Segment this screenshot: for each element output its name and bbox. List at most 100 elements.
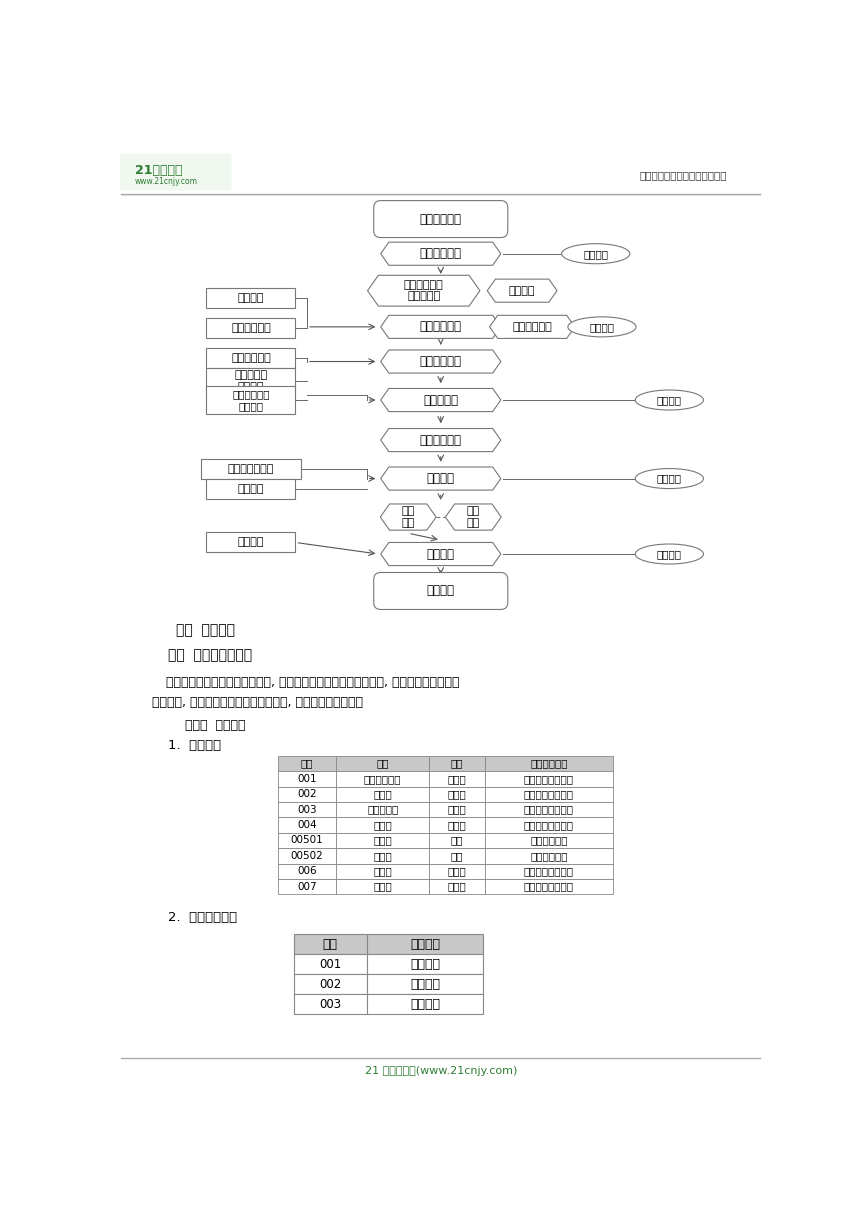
Text: 费用
分配: 费用 分配 (402, 506, 415, 528)
Text: 社保数据: 社保数据 (237, 484, 264, 494)
Text: 工资数据导入: 工资数据导入 (420, 320, 462, 333)
Text: 考核结果: 考核结果 (237, 293, 264, 303)
Text: 00501: 00501 (291, 835, 323, 845)
Text: 非车间: 非车间 (448, 820, 466, 831)
Polygon shape (367, 275, 480, 306)
Text: 日常工资业务: 日常工资业务 (420, 213, 462, 226)
Polygon shape (381, 542, 501, 565)
Text: 基金计算: 基金计算 (509, 286, 536, 295)
Text: 非车间: 非车间 (448, 882, 466, 891)
Text: 2.  职员类别设置: 2. 职员类别设置 (168, 911, 237, 924)
Polygon shape (381, 315, 501, 338)
Text: 编码: 编码 (322, 938, 338, 951)
Text: 计算工资数据: 计算工资数据 (420, 355, 462, 368)
Bar (336, 787, 429, 803)
Text: 产品工人: 产品工人 (410, 978, 440, 991)
Bar (367, 995, 483, 1014)
Text: 中小学教育资源及组卷应用平台: 中小学教育资源及组卷应用平台 (640, 170, 728, 180)
Polygon shape (489, 315, 574, 338)
Text: 工资类别选择: 工资类别选择 (420, 247, 462, 260)
Bar (367, 974, 483, 995)
Text: 期未结账: 期未结账 (427, 547, 455, 561)
Bar (485, 817, 613, 833)
Text: 二车间: 二车间 (373, 851, 392, 861)
Bar (336, 771, 429, 787)
Polygon shape (381, 428, 501, 451)
Text: 非车间: 非车间 (448, 866, 466, 877)
Bar (293, 974, 367, 995)
Bar (293, 934, 367, 955)
Text: 成本核算类型: 成本核算类型 (530, 759, 568, 769)
Text: 销售人员: 销售人员 (410, 998, 440, 1010)
Bar (485, 771, 613, 787)
Text: 基金计算结果: 基金计算结果 (231, 354, 271, 364)
Text: 工资数据审核: 工资数据审核 (420, 434, 462, 446)
Text: 一车间: 一车间 (373, 835, 392, 845)
Text: 001: 001 (319, 958, 341, 970)
FancyBboxPatch shape (374, 573, 507, 609)
Bar (206, 533, 296, 552)
Bar (367, 934, 483, 955)
Text: 处理部门、人
员变动信息: 处理部门、人 员变动信息 (404, 280, 444, 302)
Bar (485, 863, 613, 879)
Text: 总经理办公室: 总经理办公室 (364, 773, 402, 784)
Bar (336, 863, 429, 879)
Bar (206, 387, 296, 413)
Text: 管理人员: 管理人员 (410, 958, 440, 970)
Bar (278, 803, 336, 817)
Bar (200, 460, 301, 479)
Bar (485, 787, 613, 803)
Text: 004: 004 (298, 820, 316, 831)
Text: 财务部门: 财务部门 (657, 395, 682, 405)
Text: 002: 002 (298, 789, 316, 799)
Ellipse shape (636, 390, 703, 410)
Bar (429, 879, 485, 894)
Text: 车间: 车间 (451, 851, 464, 861)
Text: 基本生产部门: 基本生产部门 (530, 835, 568, 845)
Text: 非车间: 非车间 (448, 773, 466, 784)
Polygon shape (381, 467, 501, 490)
FancyBboxPatch shape (120, 153, 231, 191)
Bar (278, 771, 336, 787)
Bar (429, 803, 485, 817)
Text: （一）  实验数据: （一） 实验数据 (185, 719, 245, 732)
Text: 期间费用核算部门: 期间费用核算部门 (524, 805, 574, 815)
Ellipse shape (636, 468, 703, 489)
Bar (485, 879, 613, 894)
Text: 仓储部: 仓储部 (373, 882, 392, 891)
Bar (206, 288, 296, 308)
Ellipse shape (568, 317, 636, 337)
Text: 21 世纪教育网(www.21cnjy.com): 21 世纪教育网(www.21cnjy.com) (365, 1066, 517, 1076)
Text: 通过类别向导新建工资类别, 类别名称可定义为全部人员工资, 输入相关的参数时要: 通过类别向导新建工资类别, 类别名称可定义为全部人员工资, 输入相关的参数时要 (166, 676, 459, 688)
Text: 期间费用核算部门: 期间费用核算部门 (524, 820, 574, 831)
Polygon shape (445, 503, 501, 530)
Text: 财务部门: 财务部门 (657, 548, 682, 559)
Text: 一、  工资类别的设置: 一、 工资类别的设置 (168, 648, 252, 662)
Text: 编码: 编码 (301, 759, 313, 769)
Text: 注意选择, 如果不是做多类别的工资汇总, 请不要选择多类别。: 注意选择, 如果不是做多类别的工资汇总, 请不要选择多类别。 (152, 696, 364, 709)
Bar (293, 955, 367, 974)
Text: 所得税计算: 所得税计算 (423, 394, 458, 406)
Text: 人力资源部: 人力资源部 (367, 805, 398, 815)
Text: 007: 007 (298, 882, 316, 891)
Bar (206, 319, 296, 338)
Text: 期间费用核算部门: 期间费用核算部门 (524, 882, 574, 891)
Bar (278, 879, 336, 894)
Text: 车间: 车间 (451, 835, 464, 845)
Polygon shape (381, 388, 501, 411)
Bar (429, 756, 485, 771)
Text: 销售部: 销售部 (373, 866, 392, 877)
Text: 1.  部门设置: 1. 部门设置 (168, 739, 221, 751)
FancyBboxPatch shape (374, 201, 507, 237)
Bar (429, 849, 485, 863)
Bar (485, 849, 613, 863)
Bar (367, 955, 483, 974)
Bar (278, 817, 336, 833)
Text: 00502: 00502 (291, 851, 323, 861)
Bar (429, 771, 485, 787)
Text: 期间费用核算部门: 期间费用核算部门 (524, 866, 574, 877)
Bar (206, 479, 296, 499)
Bar (485, 756, 613, 771)
Text: 003: 003 (298, 805, 316, 815)
Text: 采购部: 采购部 (373, 820, 392, 831)
